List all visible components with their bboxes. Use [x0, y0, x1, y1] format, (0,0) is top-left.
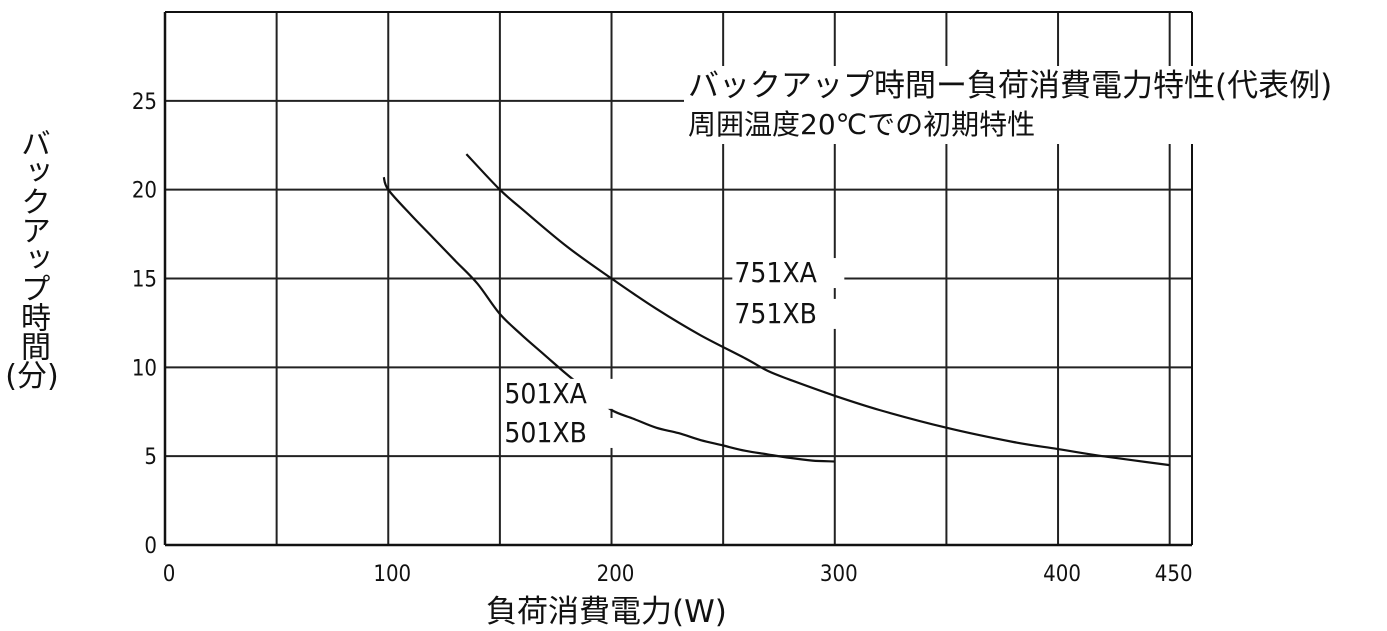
y-tick-label: 5 [144, 445, 157, 470]
x-tick-label: 200 [597, 562, 635, 587]
y-axis-unit: (分) [5, 359, 59, 394]
x-axis-label: 負荷消費電力(W) [486, 594, 727, 630]
series-label-bg [732, 258, 845, 289]
x-tick-label: 0 [163, 562, 176, 587]
series-label: 501XA [504, 377, 587, 410]
plot-frame [163, 11, 1193, 547]
y-tick-label: 20 [132, 179, 157, 204]
x-tick-label: 450 [1155, 562, 1193, 587]
y-tick-label: 10 [132, 356, 157, 381]
x-tick-label: 400 [1043, 562, 1081, 587]
series-label-bg [502, 417, 615, 448]
series-label: 751XA [734, 256, 817, 289]
series-line-1 [465, 153, 1170, 467]
y-tick-label: 25 [132, 90, 157, 115]
tick-labels: 0 5 10 15 20 25 0 100 200 300 400 450 [132, 90, 1193, 587]
chart-subtitle: 周囲温度20℃での初期特性 [688, 108, 1036, 141]
series-label-bg [732, 298, 845, 329]
series-label: 751XB [734, 297, 817, 330]
chart-title: バックアップ時間ー負荷消費電力特性(代表例) [688, 68, 1333, 104]
series-label: 501XB [504, 416, 587, 449]
y-tick-label: 15 [132, 268, 157, 293]
series-label-bg [502, 378, 615, 409]
y-axis-label: バックアップ時間 [15, 128, 50, 360]
y-tick-label: 0 [144, 534, 157, 559]
chart-title-box: バックアップ時間ー負荷消費電力特性(代表例) 周囲温度20℃での初期特性 [684, 66, 1337, 144]
y-axis-title: バックアップ時間 (分) [2, 128, 62, 392]
x-tick-label: 100 [373, 562, 411, 587]
series-labels: 501XA 501XB 751XA 751XB [502, 256, 845, 449]
x-tick-label: 300 [820, 562, 858, 587]
